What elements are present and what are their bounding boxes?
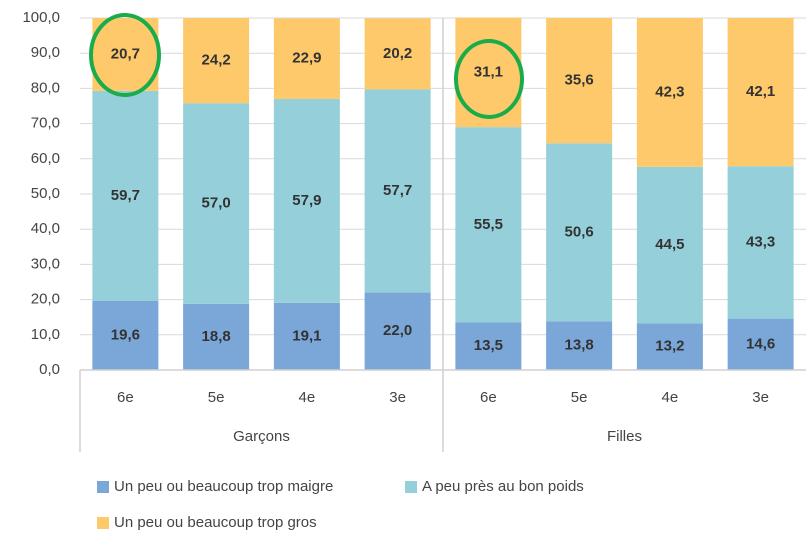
- x-tick-label: 4e: [299, 389, 316, 406]
- y-tick-label: 80,0: [31, 79, 60, 96]
- bar-segment: [183, 18, 250, 104]
- data-label: 57,9: [292, 192, 321, 209]
- x-tick-label: 3e: [389, 389, 406, 406]
- legend-label: Un peu ou beaucoup trop gros: [114, 514, 317, 531]
- bar-segment: [455, 322, 522, 370]
- y-tick-label: 50,0: [31, 185, 60, 202]
- bar-segment: [273, 18, 340, 99]
- x-tick-label: 3e: [752, 389, 769, 406]
- data-label: 13,5: [474, 337, 503, 354]
- legend-label: Un peu ou beaucoup trop maigre: [114, 478, 333, 495]
- data-label: 31,1: [474, 63, 503, 80]
- data-label: 24,2: [202, 52, 231, 69]
- data-label: 42,3: [655, 83, 684, 100]
- y-tick-label: 60,0: [31, 150, 60, 167]
- data-label: 57,0: [202, 194, 231, 211]
- data-label: 19,6: [111, 326, 140, 343]
- y-tick-label: 100,0: [22, 9, 60, 26]
- y-tick-label: 40,0: [31, 220, 60, 237]
- x-tick-label: 5e: [208, 389, 225, 406]
- data-label: 44,5: [655, 236, 684, 253]
- bar-segment: [546, 143, 613, 322]
- bar-segment: [636, 18, 703, 167]
- x-tick-label: 4e: [662, 389, 679, 406]
- group-label: Garçons: [233, 428, 290, 445]
- bar-segment: [364, 89, 431, 293]
- data-label: 14,6: [746, 335, 775, 352]
- data-label: 22,9: [292, 50, 321, 67]
- bar-segment: [273, 98, 340, 303]
- y-tick-label: 20,0: [31, 291, 60, 308]
- legend-swatch: [97, 481, 109, 493]
- y-tick-label: 0,0: [39, 361, 60, 378]
- bar-segment: [546, 321, 613, 370]
- data-label: 19,1: [292, 327, 321, 344]
- legend-label: A peu près au bon poids: [422, 478, 584, 495]
- bar-segment: [364, 292, 431, 370]
- legend-swatch: [97, 517, 109, 529]
- x-tick-label: 5e: [571, 389, 588, 406]
- data-label: 57,7: [383, 182, 412, 199]
- data-label: 20,7: [111, 45, 140, 62]
- data-label: 22,0: [383, 322, 412, 339]
- group-label: Filles: [607, 428, 642, 445]
- bar-segment: [636, 166, 703, 324]
- y-tick-label: 10,0: [31, 326, 60, 343]
- x-tick-label: 6e: [480, 389, 497, 406]
- data-label: 20,2: [383, 45, 412, 62]
- data-label: 55,5: [474, 216, 503, 233]
- x-tick-label: 6e: [117, 389, 134, 406]
- bar-segment: [92, 301, 159, 370]
- legend-swatch: [405, 481, 417, 493]
- highlight-circle: [454, 39, 524, 119]
- highlight-circle: [89, 13, 161, 97]
- bar-segment: [92, 18, 159, 91]
- bar-segment: [364, 18, 431, 90]
- data-label: 43,3: [746, 233, 775, 250]
- data-label: 13,2: [655, 338, 684, 355]
- data-label: 59,7: [111, 187, 140, 204]
- bar-segment: [273, 302, 340, 370]
- y-tick-label: 30,0: [31, 255, 60, 272]
- bar-segment: [546, 18, 613, 144]
- bar-segment: [727, 318, 794, 370]
- bar-segment: [727, 18, 794, 167]
- data-label: 18,8: [202, 328, 231, 345]
- data-label: 35,6: [565, 72, 594, 89]
- bar-segment: [636, 323, 703, 370]
- data-label: 42,1: [746, 83, 775, 100]
- y-tick-label: 70,0: [31, 115, 60, 132]
- bar-segment: [455, 127, 522, 323]
- data-label: 50,6: [565, 223, 594, 240]
- bar-segment: [183, 303, 250, 370]
- y-tick-label: 90,0: [31, 44, 60, 61]
- bar-segment: [183, 103, 250, 304]
- bar-segment: [727, 166, 794, 319]
- data-label: 13,8: [565, 337, 594, 354]
- plot-area: 0,0 10,0 20,0 30,0 40,0 50,0 60,0 70,0 80,0 90,0 1…: [22, 9, 806, 452]
- bar-segment: [92, 90, 159, 302]
